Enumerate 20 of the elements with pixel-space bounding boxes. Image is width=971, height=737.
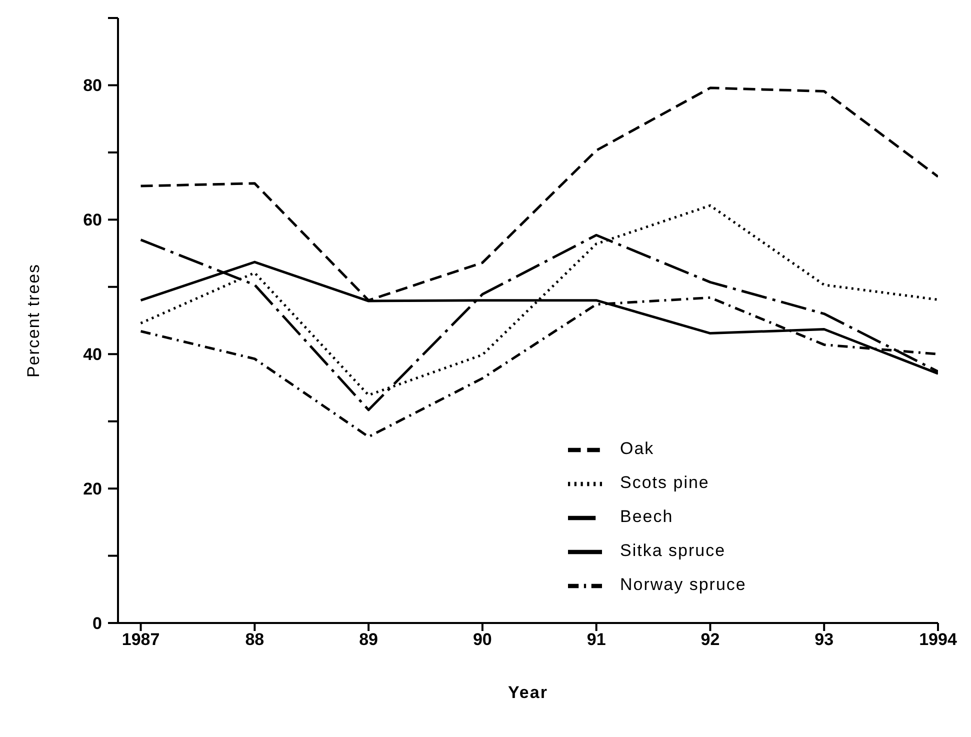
legend-label: Oak	[620, 439, 654, 458]
y-tick-label: 80	[83, 76, 102, 96]
legend-label: Beech	[620, 507, 674, 526]
y-tick-label: 60	[83, 210, 102, 230]
y-tick-label: 20	[83, 480, 102, 499]
x-tick-label: 88	[245, 630, 264, 650]
x-tick-label: 93	[814, 630, 834, 650]
legend-label: Norway spruce	[620, 575, 746, 594]
legend-label: Scots pine	[620, 473, 710, 492]
legend-label: Sitka spruce	[620, 541, 726, 560]
x-tick-label: 92	[700, 630, 720, 650]
x-tick-label: 90	[472, 630, 492, 650]
y-tick-label: 0	[92, 614, 102, 633]
x-axis-title: Year	[508, 683, 548, 702]
y-axis-title: Percent trees	[24, 263, 44, 378]
y-tick-label: 40	[83, 345, 102, 364]
x-tick-label: 91	[586, 630, 606, 650]
x-tick-label: 89	[359, 630, 378, 650]
x-tick-label: 1987	[122, 630, 160, 650]
x-tick-label: 1994	[919, 630, 958, 650]
